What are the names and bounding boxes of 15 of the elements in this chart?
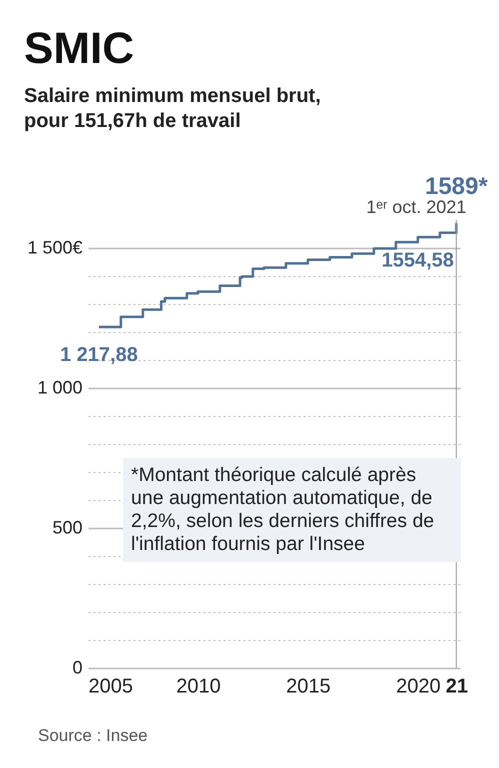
y-tick-label: 0 (72, 658, 82, 678)
x-tick-label: 21 (446, 676, 468, 698)
x-tick-label: 2010 (176, 676, 221, 698)
annotation: *Montant théorique calculé après une augmentation automatique, de 2,2%, selon les derniers chiffres de l'inflation fournis par l'Insee (123, 458, 461, 562)
source-note: Source : Insee (38, 726, 148, 746)
data-label: 1 217,88 (60, 344, 138, 366)
data-label: 1554,58 (382, 250, 454, 272)
y-tick-label: 1 500€ (27, 238, 82, 258)
chart-title: SMIC (24, 24, 134, 74)
x-tick-label: 2005 (88, 676, 133, 698)
chart-subtitle: Salaire minimum mensuel brut, pour 151,67h de travail (24, 84, 322, 134)
y-tick-label: 1 000 (37, 378, 82, 398)
x-tick-label: 2020 (396, 676, 441, 698)
y-tick-label: 500 (52, 518, 82, 538)
x-tick-label: 2015 (286, 676, 331, 698)
